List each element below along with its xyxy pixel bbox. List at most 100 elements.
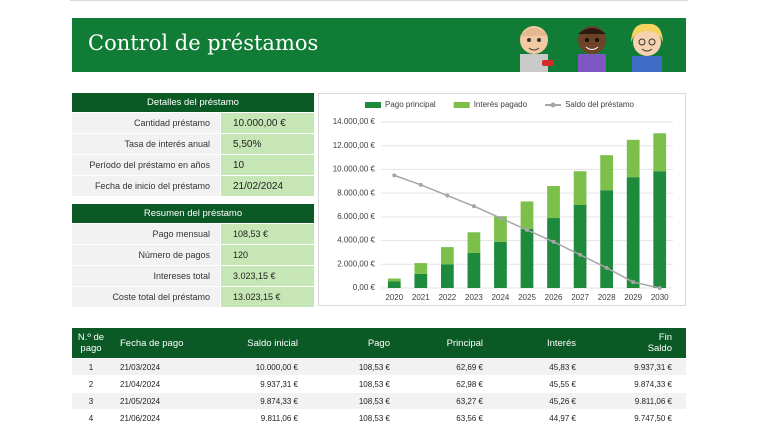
table-cell: 63,27 €	[456, 396, 483, 406]
x-tick-label: 2020	[385, 293, 403, 302]
x-tick-label: 2030	[651, 293, 669, 302]
bar-segment	[600, 190, 614, 288]
y-tick-label: 14.000,00 €	[333, 117, 376, 126]
table-cell: 9.937,31 €	[260, 379, 298, 389]
bar-segment	[520, 228, 534, 288]
y-tick-label: 2.000,00 €	[337, 259, 375, 268]
table-cell: 3	[88, 396, 94, 406]
table-cell: 9.747,50 €	[634, 413, 672, 423]
line-point	[471, 204, 476, 209]
header-title: Control de préstamos	[88, 31, 319, 55]
line-point	[525, 227, 529, 232]
field-label: Pago mensual	[72, 224, 220, 244]
legend-label: Saldo del préstamo	[565, 100, 634, 109]
bar-segment	[440, 264, 454, 288]
table-cell: 62,69 €	[456, 362, 483, 372]
table-cell: 1	[88, 362, 94, 372]
field-value: 5,50%	[221, 134, 314, 154]
table-row	[72, 376, 686, 392]
field-label: Período del préstamo en años	[72, 155, 220, 175]
bar-segment	[440, 247, 454, 265]
legend-swatch	[453, 102, 470, 108]
panel-title: Resumen del préstamo	[72, 204, 314, 223]
legend-label: Pago principal	[385, 100, 436, 109]
field-value: 3.023,15 €	[221, 266, 314, 286]
table-row	[72, 359, 686, 375]
bar-segment	[494, 241, 507, 288]
bar-segment	[387, 281, 401, 288]
table-cell: 44,97 €	[549, 413, 576, 423]
field-label: Cantidad préstamo	[72, 113, 220, 133]
table-cell: 63,56 €	[456, 413, 483, 423]
line-point	[392, 173, 397, 178]
gridline	[70, 0, 688, 1]
field-value: 10	[221, 155, 314, 175]
x-tick-label: 2022	[438, 293, 456, 302]
y-tick-label: 0,00 €	[353, 283, 376, 292]
line-point	[498, 216, 503, 221]
table-cell: 45,83 €	[549, 362, 576, 372]
y-tick-label: 8.000,00 €	[337, 188, 375, 197]
field-value: 13.023,15 €	[221, 287, 314, 307]
column-header: Pago	[367, 337, 390, 349]
table-cell: 62,98 €	[456, 379, 483, 389]
x-tick-label: 2023	[465, 293, 483, 302]
column-header: N.º de pago	[77, 332, 105, 354]
table-header-bar	[72, 328, 686, 358]
field-label: Coste total del préstamo	[72, 287, 220, 307]
bar-segment	[653, 133, 667, 172]
table-cell: 4	[88, 413, 94, 423]
line-point	[578, 252, 583, 257]
y-tick-label: 4.000,00 €	[337, 236, 375, 245]
legend-swatch	[550, 102, 556, 108]
table-cell: 21/03/2024	[120, 362, 161, 372]
field-label: Fecha de inicio del préstamo	[72, 176, 220, 196]
table-cell: 10.000,00 €	[255, 362, 298, 372]
bar-segment	[414, 273, 428, 288]
bar-segment	[626, 177, 640, 288]
table-cell: 9.811,06 €	[260, 413, 298, 423]
line-point	[604, 265, 609, 270]
bar-segment	[520, 201, 534, 229]
header-bar: Control de préstamos	[72, 18, 686, 72]
x-tick-label: 2028	[598, 293, 616, 302]
bar-segment	[547, 186, 560, 219]
bar-segment	[467, 253, 481, 288]
bar-segment	[600, 155, 614, 191]
bar-segment	[626, 139, 640, 178]
bar-segment	[414, 263, 428, 274]
column-header: Saldo inicial	[247, 337, 298, 349]
line-point	[445, 193, 450, 198]
field-value: 108,53 €	[221, 224, 314, 244]
panel-title: Detalles del préstamo	[72, 93, 314, 112]
chart: 0,00 € 2.000,00 € 4.000,00 € 6.000,00 € 8.00…	[318, 93, 686, 306]
y-tick-label: 12.000,00 €	[333, 141, 376, 150]
column-header: Interés	[546, 337, 576, 349]
table-cell: 9.874,33 €	[634, 379, 672, 389]
line-point	[418, 182, 423, 187]
bar-segment	[653, 171, 667, 288]
line-point	[551, 239, 556, 244]
field-value: 21/02/2024	[221, 176, 314, 196]
field-value: 10.000,00 €	[221, 113, 314, 133]
x-tick-label: 2027	[571, 293, 589, 302]
x-tick-label: 2021	[412, 293, 430, 302]
table-cell: 21/04/2024	[120, 379, 161, 389]
table-cell: 108,53 €	[358, 413, 390, 423]
bar-segment	[573, 171, 587, 205]
column-header: Fecha de pago	[120, 337, 184, 349]
legend-swatch	[365, 102, 381, 108]
line-point	[631, 280, 636, 285]
line-point	[657, 286, 662, 290]
table-row	[72, 393, 686, 409]
x-tick-label: 2029	[624, 293, 642, 302]
table-cell: 108,53 €	[358, 396, 390, 406]
bar-segment	[494, 216, 507, 242]
field-value: 120	[221, 245, 314, 265]
bar-segment	[573, 205, 587, 288]
y-tick-label: 10.000,00 €	[333, 165, 376, 174]
people-illustration	[520, 23, 663, 72]
column-header: Fin Saldo	[647, 332, 672, 354]
field-label: Intereses total	[72, 266, 220, 286]
